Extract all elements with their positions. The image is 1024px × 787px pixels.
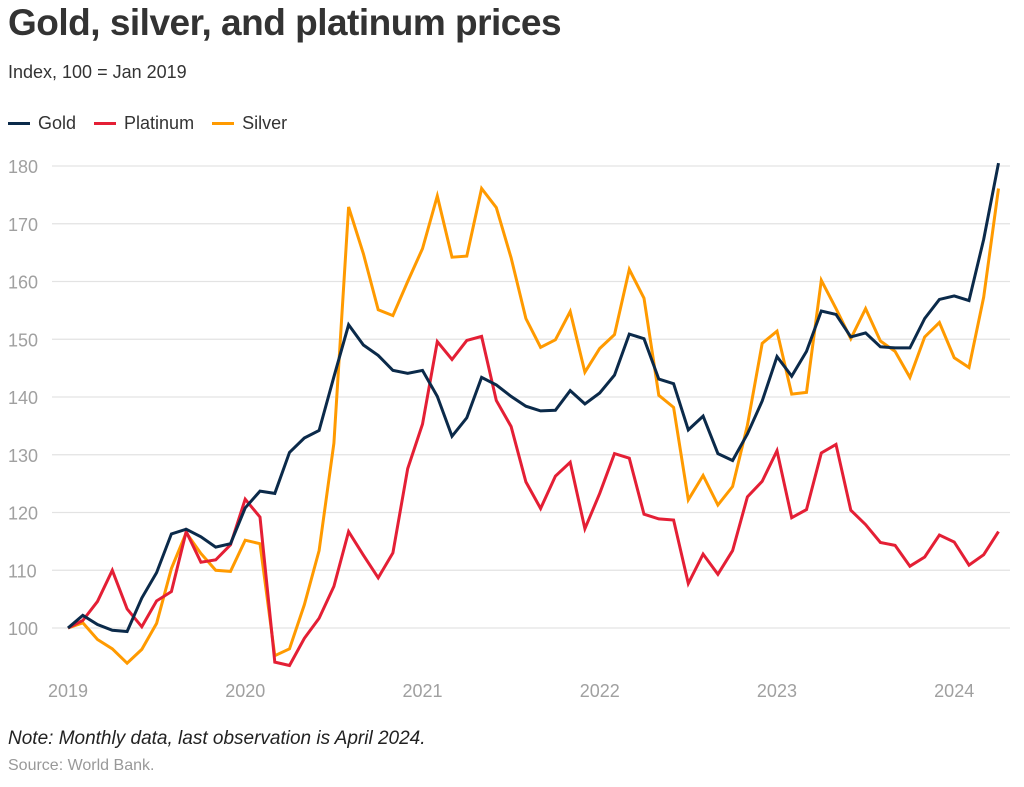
- y-tick-label: 120: [8, 504, 38, 524]
- x-tick-label: 2022: [580, 681, 620, 701]
- legend-item-silver: Silver: [212, 113, 287, 134]
- y-tick-label: 110: [8, 561, 37, 581]
- legend-item-gold: Gold: [8, 113, 76, 134]
- legend-label-platinum: Platinum: [124, 113, 195, 133]
- chart-note: Note: Monthly data, last observation is …: [8, 728, 426, 749]
- legend-swatch-silver: [212, 122, 235, 125]
- x-tick-label: 2020: [225, 681, 265, 701]
- x-tick-label: 2019: [48, 681, 88, 701]
- x-tick-label: 2021: [402, 681, 442, 701]
- chart-subtitle: Index, 100 = Jan 2019: [8, 62, 187, 82]
- legend-label-silver: Silver: [242, 113, 288, 133]
- chart-source: Source: World Bank.: [8, 757, 155, 774]
- x-tick-label: 2023: [757, 681, 797, 701]
- legend-item-platinum: Platinum: [94, 113, 194, 134]
- y-tick-label: 160: [8, 273, 38, 293]
- legend-label-gold: Gold: [38, 113, 77, 133]
- y-tick-label: 130: [8, 446, 38, 466]
- series-line-silver: [67, 185, 1000, 666]
- legend: Gold Platinum Silver: [8, 113, 287, 134]
- y-tick-label: 180: [8, 157, 38, 177]
- y-tick-label: 100: [8, 619, 38, 639]
- series-line-platinum: [67, 334, 1000, 668]
- series-line-gold: [67, 162, 1000, 634]
- chart-title: Gold, silver, and platinum prices: [8, 2, 562, 43]
- x-tick-label: 2024: [934, 681, 974, 701]
- y-tick-label: 140: [8, 388, 38, 408]
- legend-swatch-platinum: [94, 122, 117, 125]
- y-tick-label: 170: [8, 215, 38, 235]
- y-tick-label: 150: [8, 330, 38, 350]
- legend-swatch-gold: [8, 122, 30, 125]
